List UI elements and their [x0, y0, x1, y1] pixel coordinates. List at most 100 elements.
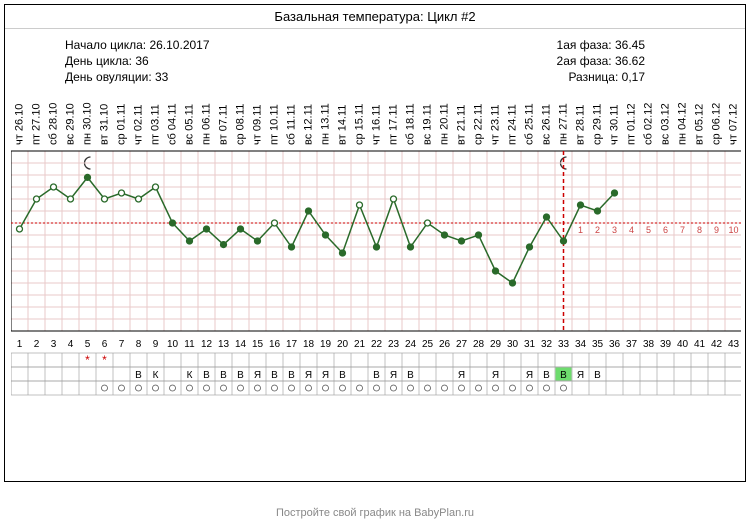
svg-text:К: К [153, 370, 159, 381]
chart-svg: чт 26.10пт 27.10сб 28.10вс 29.10пн 30.10… [11, 95, 741, 455]
svg-text:вс 19.11: вс 19.11 [422, 104, 434, 145]
svg-text:Я: Я [390, 370, 397, 381]
svg-text:В: В [373, 370, 380, 381]
svg-text:*: * [85, 353, 90, 367]
svg-text:1: 1 [578, 225, 583, 235]
svg-text:15: 15 [252, 339, 264, 350]
svg-text:Я: Я [305, 370, 312, 381]
svg-text:20: 20 [337, 339, 349, 350]
svg-text:пн 04.12: пн 04.12 [677, 102, 689, 145]
svg-text:В: В [135, 370, 142, 381]
info-row: Разница: 0,17 [355, 69, 645, 85]
svg-text:29: 29 [490, 339, 502, 350]
svg-text:4: 4 [629, 225, 634, 235]
svg-text:ср 22.11: ср 22.11 [473, 104, 485, 145]
svg-text:вс 03.12: вс 03.12 [660, 103, 672, 145]
svg-text:17: 17 [286, 339, 298, 350]
svg-text:5: 5 [85, 339, 91, 350]
svg-text:3: 3 [51, 339, 57, 350]
svg-text:35: 35 [592, 339, 604, 350]
svg-text:чт 23.11: чт 23.11 [490, 104, 502, 145]
svg-text:В: В [203, 370, 210, 381]
svg-text:В: В [407, 370, 414, 381]
svg-text:вт 28.11: вт 28.11 [575, 105, 587, 145]
svg-text:пн 06.11: пн 06.11 [201, 103, 213, 145]
svg-text:сб 11.11: сб 11.11 [286, 104, 298, 145]
svg-text:пт 17.11: пт 17.11 [388, 104, 400, 145]
svg-text:ср 29.11: ср 29.11 [592, 104, 604, 145]
svg-text:37: 37 [626, 339, 638, 350]
svg-text:6: 6 [102, 339, 108, 350]
svg-text:вт 07.11: вт 07.11 [218, 105, 230, 145]
svg-text:Я: Я [577, 370, 584, 381]
svg-text:чт 07.12: чт 07.12 [728, 104, 740, 145]
svg-text:42: 42 [711, 339, 723, 350]
svg-text:38: 38 [643, 339, 655, 350]
info-block: Начало цикла: 26.10.2017 День цикла: 36 … [5, 29, 745, 89]
svg-text:Я: Я [526, 370, 533, 381]
svg-text:27: 27 [456, 339, 468, 350]
svg-text:*: * [102, 353, 107, 367]
svg-text:8: 8 [697, 225, 702, 235]
svg-text:23: 23 [388, 339, 400, 350]
svg-text:В: В [271, 370, 278, 381]
info-right: 1ая фаза: 36.45 2ая фаза: 36.62 Разница:… [355, 37, 685, 85]
svg-text:вт 14.11: вт 14.11 [337, 105, 349, 145]
svg-text:26: 26 [439, 339, 451, 350]
svg-text:ср 01.11: ср 01.11 [116, 104, 128, 145]
svg-text:В: В [339, 370, 346, 381]
chart-frame: Базальная температура: Цикл #2 Начало ци… [4, 4, 746, 482]
svg-text:В: В [543, 370, 550, 381]
svg-text:41: 41 [694, 339, 706, 350]
svg-text:К: К [187, 370, 193, 381]
svg-text:4: 4 [68, 339, 74, 350]
chart-area: чт 26.10пт 27.10сб 28.10вс 29.10пн 30.10… [11, 95, 739, 425]
svg-text:8: 8 [136, 339, 142, 350]
svg-text:вс 29.10: вс 29.10 [65, 103, 77, 145]
svg-text:чт 26.10: чт 26.10 [14, 104, 26, 145]
svg-text:ср 08.11: ср 08.11 [235, 104, 247, 145]
info-left: Начало цикла: 26.10.2017 День цикла: 36 … [65, 37, 355, 85]
svg-text:14: 14 [235, 339, 247, 350]
svg-text:18: 18 [303, 339, 315, 350]
svg-text:16: 16 [269, 339, 281, 350]
svg-text:пн 30.10: пн 30.10 [82, 102, 94, 145]
svg-text:43: 43 [728, 339, 740, 350]
svg-text:В: В [594, 370, 601, 381]
svg-text:28: 28 [473, 339, 485, 350]
svg-text:пт 01.12: пт 01.12 [626, 103, 638, 145]
svg-text:2: 2 [34, 339, 40, 350]
svg-text:пт 24.11: пт 24.11 [507, 104, 519, 145]
svg-text:чт 02.11: чт 02.11 [133, 104, 145, 145]
svg-text:Я: Я [322, 370, 329, 381]
info-row: День цикла: 36 [65, 53, 355, 69]
svg-text:22: 22 [371, 339, 383, 350]
svg-text:вт 31.10: вт 31.10 [99, 104, 111, 145]
info-row: Начало цикла: 26.10.2017 [65, 37, 355, 53]
svg-text:чт 16.11: чт 16.11 [371, 104, 383, 145]
svg-text:ср 15.11: ср 15.11 [354, 104, 366, 145]
info-row: 1ая фаза: 36.45 [355, 37, 645, 53]
info-row: День овуляции: 33 [65, 69, 355, 85]
svg-text:В: В [288, 370, 295, 381]
svg-text:сб 02.12: сб 02.12 [643, 103, 655, 145]
svg-text:40: 40 [677, 339, 689, 350]
svg-text:пт 10.11: пт 10.11 [269, 104, 281, 145]
svg-text:12: 12 [201, 339, 213, 350]
svg-text:вс 05.11: вс 05.11 [184, 104, 196, 145]
svg-text:В: В [237, 370, 244, 381]
svg-text:сб 04.11: сб 04.11 [167, 103, 179, 145]
info-row: 2ая фаза: 36.62 [355, 53, 645, 69]
svg-text:сб 25.11: сб 25.11 [524, 103, 536, 145]
chart-title: Базальная температура: Цикл #2 [5, 5, 745, 29]
svg-text:6: 6 [663, 225, 668, 235]
svg-text:32: 32 [541, 339, 553, 350]
svg-text:пн 27.11: пн 27.11 [558, 103, 570, 145]
svg-text:24: 24 [405, 339, 417, 350]
svg-text:вс 12.11: вс 12.11 [303, 104, 315, 145]
svg-text:сб 28.10: сб 28.10 [48, 103, 60, 145]
svg-text:чт 09.11: чт 09.11 [252, 104, 264, 145]
svg-text:пт 03.11: пт 03.11 [150, 104, 162, 145]
svg-text:пн 20.11: пн 20.11 [439, 103, 451, 145]
svg-text:10: 10 [167, 339, 179, 350]
